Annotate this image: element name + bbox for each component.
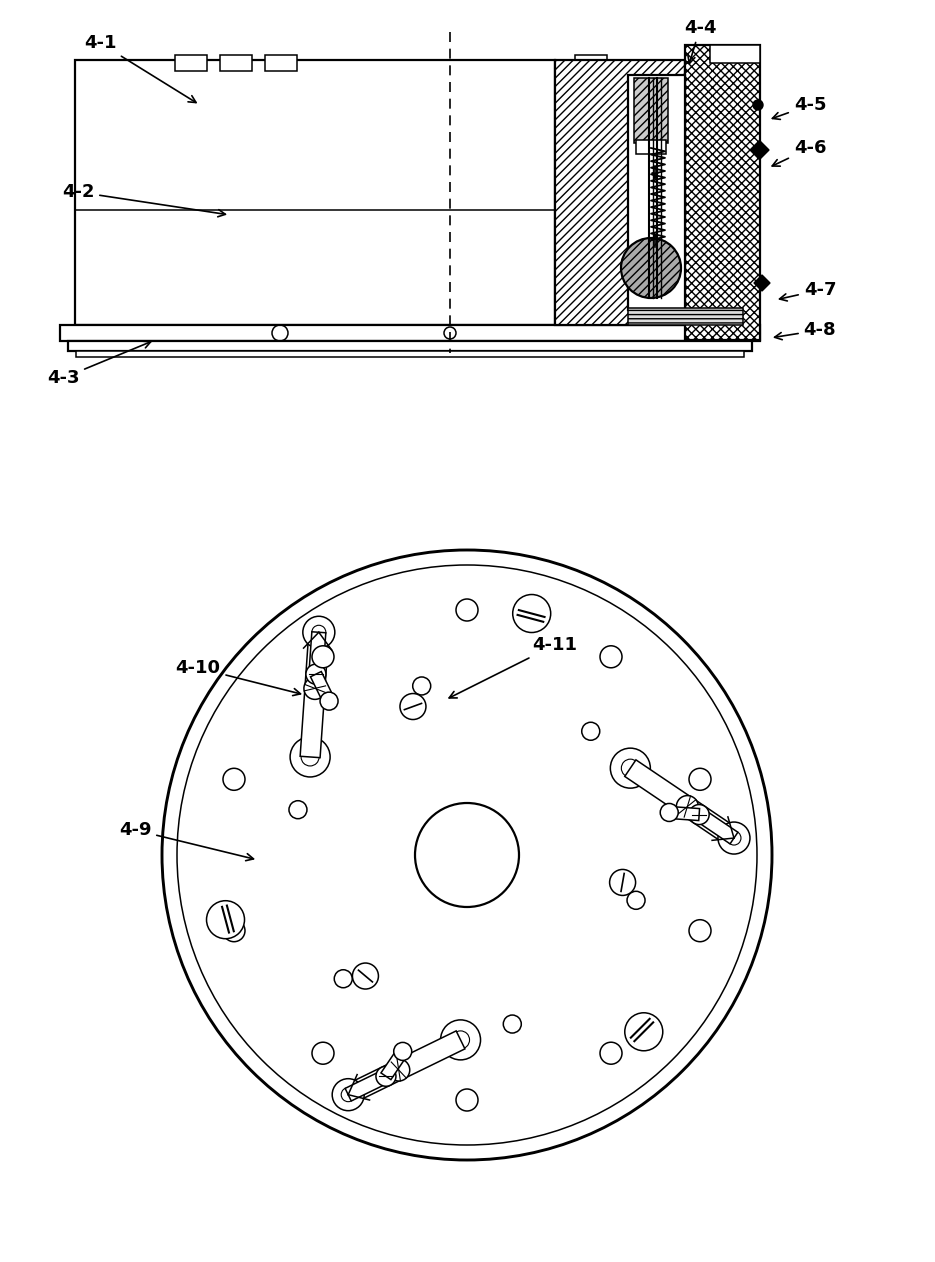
- Circle shape: [303, 616, 335, 649]
- Circle shape: [312, 646, 334, 668]
- Circle shape: [621, 239, 681, 298]
- Polygon shape: [220, 56, 252, 71]
- Circle shape: [718, 822, 750, 854]
- Polygon shape: [634, 78, 668, 143]
- Circle shape: [223, 769, 245, 790]
- Circle shape: [660, 804, 678, 822]
- Circle shape: [600, 646, 622, 668]
- Circle shape: [290, 737, 330, 777]
- Polygon shape: [625, 760, 740, 847]
- Circle shape: [753, 100, 763, 110]
- Polygon shape: [628, 74, 685, 310]
- Text: 4-8: 4-8: [774, 321, 836, 339]
- Circle shape: [376, 1066, 396, 1087]
- Circle shape: [394, 1042, 411, 1060]
- Circle shape: [334, 969, 352, 988]
- Polygon shape: [265, 56, 297, 71]
- Circle shape: [440, 1020, 481, 1060]
- Polygon shape: [300, 631, 329, 757]
- Circle shape: [627, 891, 645, 910]
- Circle shape: [456, 599, 478, 621]
- Polygon shape: [309, 632, 325, 675]
- Text: 4-7: 4-7: [780, 281, 836, 300]
- Circle shape: [600, 1042, 622, 1064]
- Circle shape: [512, 594, 551, 632]
- Polygon shape: [669, 806, 699, 820]
- Circle shape: [676, 795, 698, 818]
- Polygon shape: [68, 341, 752, 351]
- Circle shape: [304, 678, 326, 699]
- Circle shape: [582, 722, 599, 741]
- Circle shape: [388, 1059, 410, 1082]
- Circle shape: [689, 805, 709, 824]
- Polygon shape: [76, 351, 744, 357]
- Polygon shape: [710, 45, 760, 63]
- Circle shape: [332, 1079, 365, 1111]
- Circle shape: [412, 676, 431, 695]
- Circle shape: [689, 769, 711, 790]
- Circle shape: [400, 694, 426, 719]
- Polygon shape: [310, 671, 335, 704]
- Circle shape: [456, 1089, 478, 1111]
- Polygon shape: [751, 141, 769, 159]
- Polygon shape: [175, 56, 207, 71]
- Circle shape: [610, 870, 636, 896]
- Circle shape: [289, 800, 307, 819]
- Polygon shape: [60, 326, 760, 341]
- Circle shape: [352, 963, 379, 989]
- Polygon shape: [555, 61, 685, 326]
- Polygon shape: [628, 308, 743, 326]
- Polygon shape: [685, 45, 760, 339]
- Circle shape: [312, 1042, 334, 1064]
- Text: 4-5: 4-5: [772, 96, 827, 120]
- Circle shape: [689, 920, 711, 941]
- Circle shape: [611, 748, 651, 789]
- Text: 4-6: 4-6: [772, 139, 827, 167]
- Polygon shape: [575, 56, 607, 71]
- Text: 4-11: 4-11: [449, 636, 578, 698]
- Text: 4-9: 4-9: [119, 822, 253, 861]
- Polygon shape: [696, 809, 738, 844]
- Polygon shape: [75, 61, 555, 326]
- Polygon shape: [754, 275, 770, 292]
- Text: 4-4: 4-4: [683, 19, 716, 63]
- Text: 4-3: 4-3: [47, 341, 151, 387]
- Circle shape: [415, 803, 519, 907]
- Circle shape: [625, 1013, 663, 1051]
- Circle shape: [503, 1015, 522, 1034]
- Polygon shape: [636, 140, 666, 154]
- Polygon shape: [345, 1070, 389, 1100]
- Polygon shape: [344, 1031, 465, 1104]
- Circle shape: [162, 550, 772, 1160]
- Circle shape: [223, 920, 245, 941]
- Circle shape: [306, 664, 326, 684]
- Text: 4-1: 4-1: [84, 34, 196, 102]
- Circle shape: [320, 692, 338, 711]
- Text: 4-2: 4-2: [62, 183, 225, 217]
- Polygon shape: [381, 1047, 408, 1079]
- Circle shape: [207, 901, 245, 939]
- Text: 4-10: 4-10: [176, 659, 300, 695]
